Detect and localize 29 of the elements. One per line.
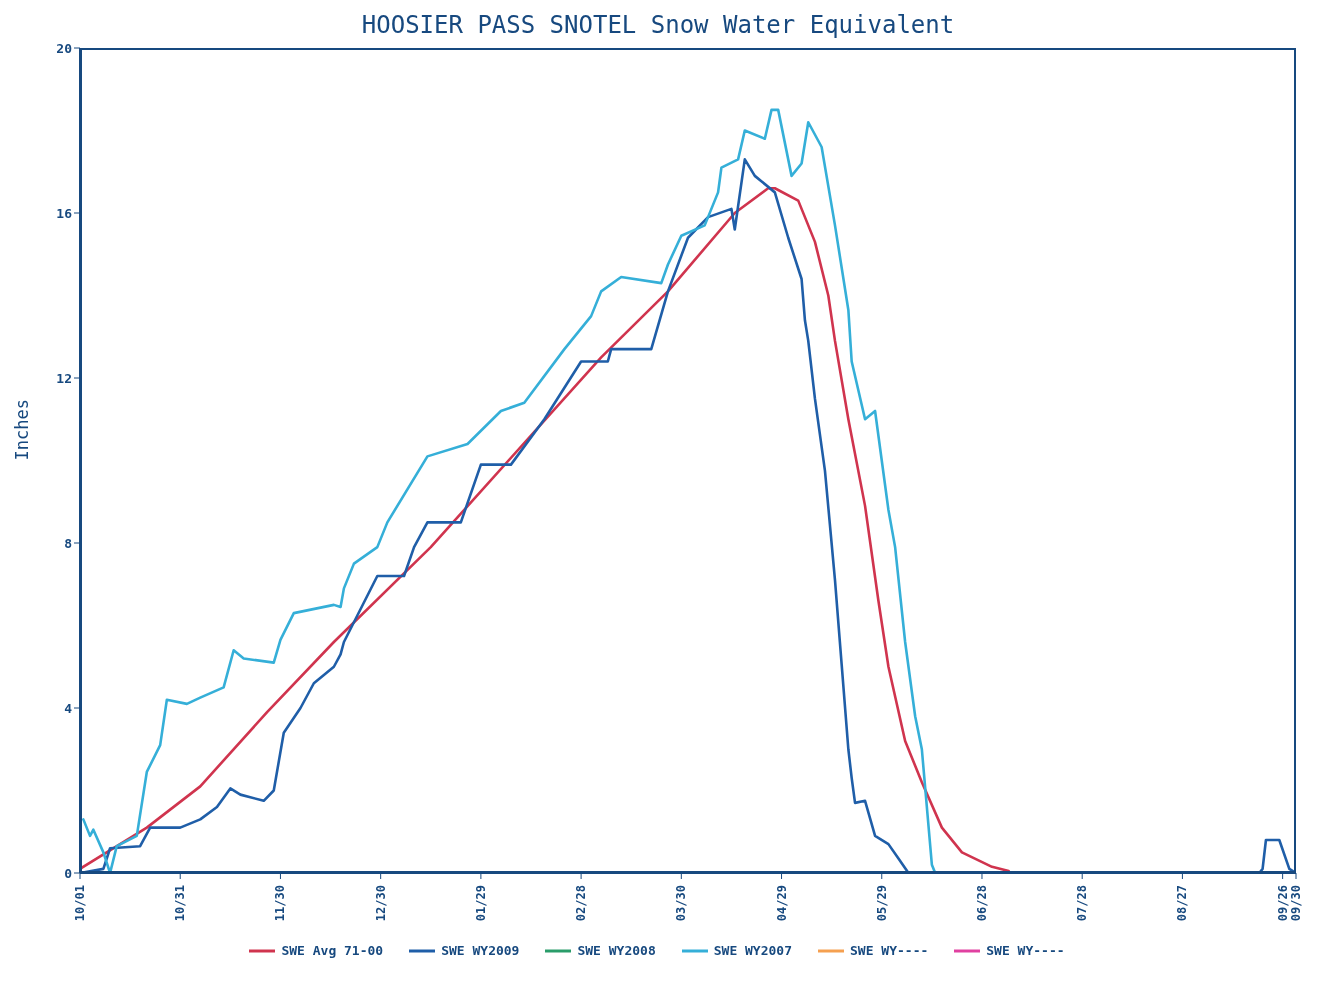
x-tick-label: 08/27 [1175,885,1190,922]
x-tick-label: 03/30 [674,885,689,922]
x-tick-label: 05/29 [874,885,889,922]
chart-title: HOOSIER PASS SNOTEL Snow Water Equivalent [360,10,956,41]
y-tick-label: 0 [64,865,73,881]
x-tick-label: 07/28 [1075,885,1090,922]
x-tick-label: 02/28 [574,885,589,922]
y-axis-title: Inches [12,399,33,461]
x-tick-label: 04/29 [774,885,789,922]
x-tick-label: 09/26 [1275,885,1290,922]
legend-label: SWE WY---- [850,943,929,958]
legend-label: SWE WY2007 [713,943,793,958]
x-tick-label: 01/29 [473,885,488,922]
y-tick-label: 16 [56,205,73,221]
legend-label: SWE WY2008 [577,943,656,958]
y-tick-label: 8 [64,535,73,551]
legend-label: SWE Avg 71-00 [281,943,384,958]
legend-label: SWE WY---- [986,943,1065,958]
x-tick-label: 09/30 [1289,885,1303,922]
x-tick-label: 06/28 [974,885,989,922]
y-tick-label: 20 [56,40,73,56]
x-tick-label: 11/30 [273,885,288,922]
x-tick-label: 10/01 [73,885,87,922]
line-series [80,186,1010,873]
y-tick-label: 12 [56,370,72,386]
legend-label: SWE WY2009 [441,943,520,958]
x-tick-label: 12/30 [373,885,388,922]
x-tick-label: 10/31 [173,885,188,922]
y-tick-label: 4 [64,700,73,716]
